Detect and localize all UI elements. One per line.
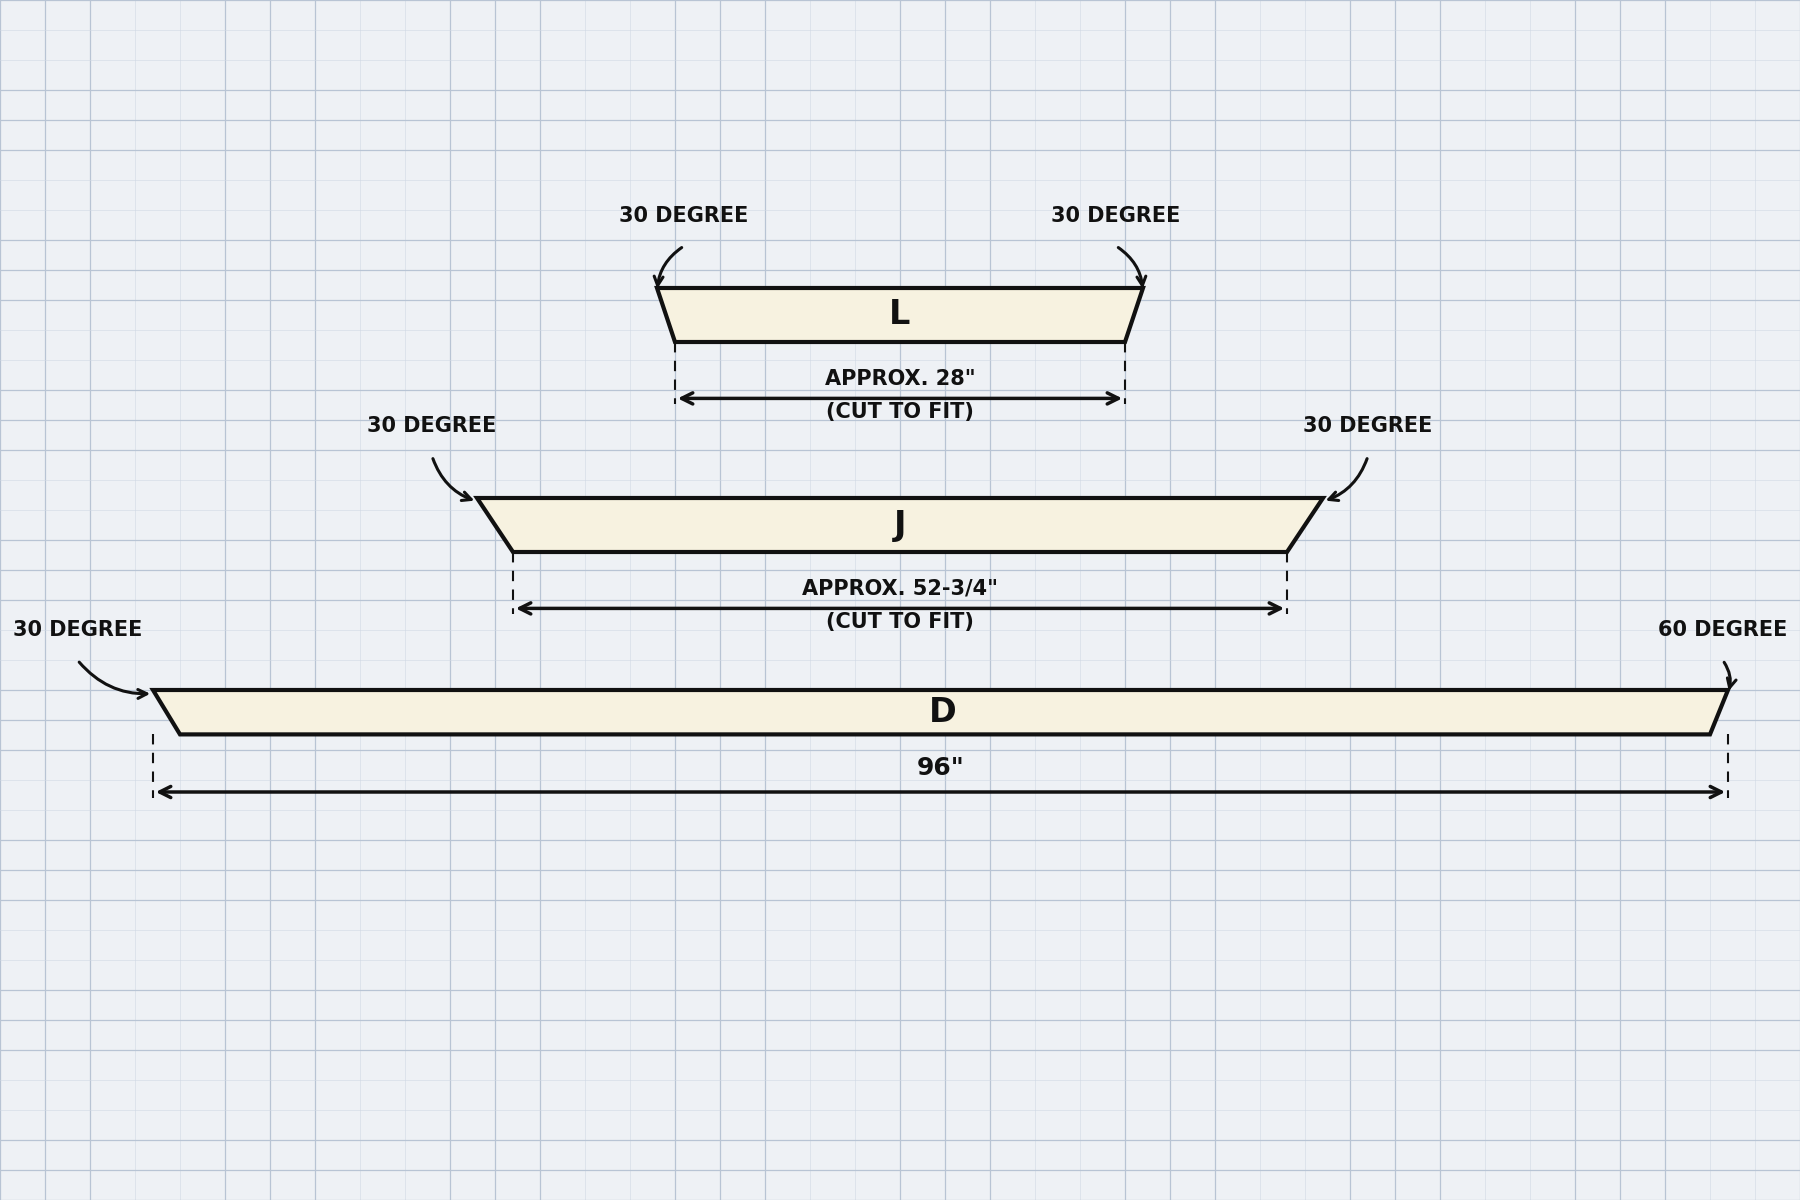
Text: APPROX. 52-3/4": APPROX. 52-3/4" xyxy=(803,578,997,599)
Text: 60 DEGREE: 60 DEGREE xyxy=(1658,620,1787,640)
Polygon shape xyxy=(477,498,1323,552)
Text: (CUT TO FIT): (CUT TO FIT) xyxy=(826,402,974,422)
Text: 30 DEGREE: 30 DEGREE xyxy=(367,416,497,436)
Text: APPROX. 28": APPROX. 28" xyxy=(824,368,976,389)
Text: 30 DEGREE: 30 DEGREE xyxy=(1051,206,1181,226)
Text: L: L xyxy=(889,299,911,331)
Text: 96": 96" xyxy=(916,756,965,780)
Text: J: J xyxy=(895,509,905,541)
Text: D: D xyxy=(929,696,956,728)
Polygon shape xyxy=(657,288,1143,342)
Text: 30 DEGREE: 30 DEGREE xyxy=(1303,416,1433,436)
Text: (CUT TO FIT): (CUT TO FIT) xyxy=(826,612,974,632)
Text: 30 DEGREE: 30 DEGREE xyxy=(13,620,142,640)
Polygon shape xyxy=(153,690,1728,734)
Text: 30 DEGREE: 30 DEGREE xyxy=(619,206,749,226)
